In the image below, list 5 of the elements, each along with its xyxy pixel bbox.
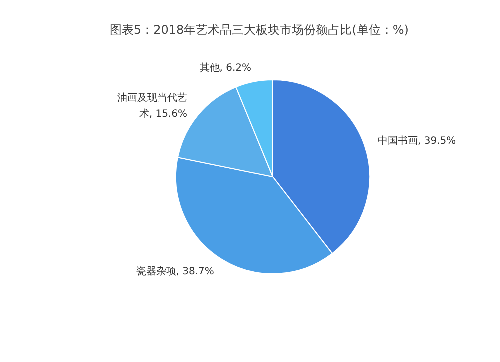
slice-label: 瓷器杂项, 38.7% <box>136 265 214 278</box>
slice-label: 其他, 6.2% <box>200 62 252 74</box>
chart-title: 图表5：2018年艺术品三大板块市场份额占比(单位：%) <box>110 22 409 39</box>
slice-label: 油画及现当代艺术, 15.6% <box>117 92 188 120</box>
slice-label: 中国书画, 39.5% <box>378 134 456 147</box>
